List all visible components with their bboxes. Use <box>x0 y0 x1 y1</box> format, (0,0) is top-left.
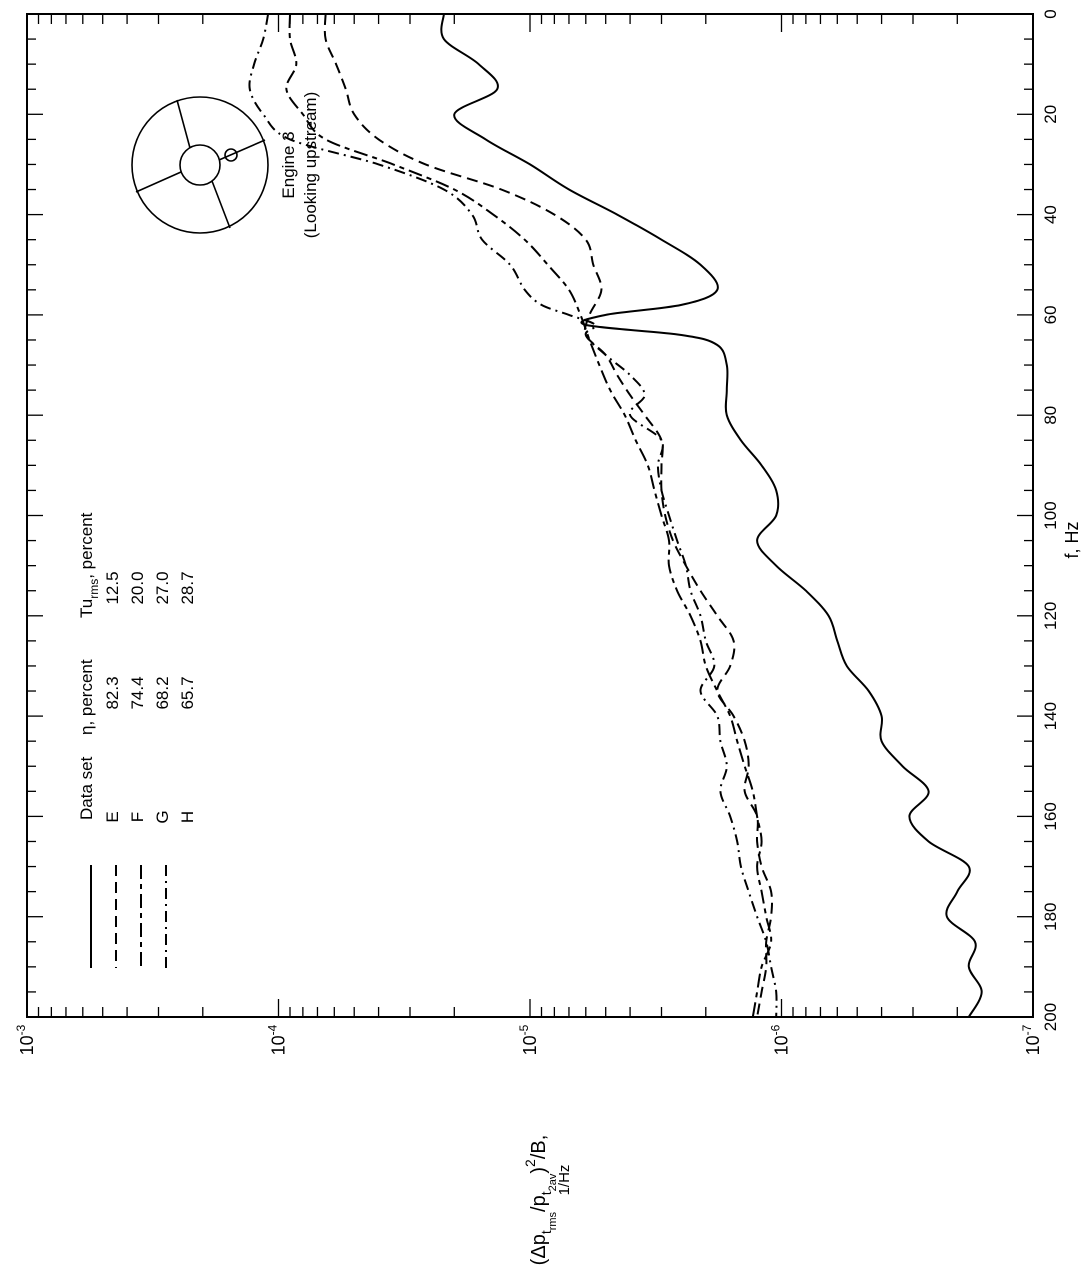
x-tick-labels: 0 20 40 60 80 100 120 140 160 180 200 <box>1041 9 1060 1031</box>
legend-eta-value: 82.3 <box>103 676 122 709</box>
engine-strut <box>135 171 182 193</box>
svg-text:(Δptrms/pt2av)2/B,: (Δptrms/pt2av)2/B, <box>522 1135 559 1266</box>
x-tick-label: 40 <box>1041 205 1060 224</box>
legend-eta-value: 74.4 <box>128 676 147 709</box>
legend-eta-value: 65.7 <box>178 676 197 709</box>
svg-text:Turms, percent: Turms, percent <box>77 512 101 618</box>
engine-inset: Engine 3 (Looking upstream) <box>131 92 320 238</box>
engine-probe <box>224 148 238 162</box>
inset-subtitle: (Looking upstream) <box>301 92 320 238</box>
series-g-line <box>285 13 773 1018</box>
y-tick-label: 10-5 <box>517 1024 540 1055</box>
y-tick-label: 10-4 <box>266 1024 289 1055</box>
legend-set-label: H <box>178 811 197 823</box>
legend-tu-value: 20.0 <box>128 571 147 604</box>
legend-tu-value: 27.0 <box>153 571 172 604</box>
x-tick-label: 80 <box>1041 406 1060 425</box>
legend-set-label: G <box>153 810 172 823</box>
svg-text:Data set: Data set <box>77 756 96 820</box>
x-tick-label: 140 <box>1041 702 1060 730</box>
y-axis-units: 1/Hz <box>556 1165 573 1196</box>
axis-ticks <box>27 13 1034 1018</box>
series-h-line <box>248 13 778 1018</box>
legend-header-tu: Turms, percent <box>77 512 101 618</box>
legend-eta-value: 68.2 <box>153 676 172 709</box>
y-axis-label: (Δptrms/pt2av)2/B, 1/Hz <box>522 1135 573 1266</box>
engine-strut <box>218 139 266 161</box>
y-tick-label: 10-6 <box>769 1024 792 1055</box>
series-f-line <box>323 13 774 1018</box>
legend-header-set: Data set <box>77 756 96 820</box>
legend-set-label: F <box>128 812 147 822</box>
engine-outer-ring <box>131 96 269 234</box>
plot-area <box>26 13 1034 1018</box>
legend: Data set η, percent Turms, percent E 82.3… <box>77 512 197 968</box>
x-tick-label: 60 <box>1041 305 1060 324</box>
engine-strut <box>211 180 231 229</box>
x-tick-label: 0 <box>1041 9 1060 18</box>
x-axis-label: f, Hz <box>1062 521 1082 558</box>
engine-hub <box>179 144 221 186</box>
legend-tu-value: 12.5 <box>103 571 122 604</box>
x-tick-label: 180 <box>1041 903 1060 931</box>
y-tick-label: 10-3 <box>14 1024 37 1055</box>
inset-title: Engine 3 <box>279 131 298 198</box>
x-tick-label: 20 <box>1041 105 1060 124</box>
engine-strut <box>176 99 191 149</box>
y-tick-label: 10-7 <box>1020 1024 1043 1055</box>
svg-text:η, percent: η, percent <box>77 659 96 735</box>
legend-set-label: E <box>103 811 122 822</box>
y-tick-labels: 10-3 10-4 10-5 10-6 10-7 <box>14 1024 1043 1055</box>
series-layer <box>248 13 983 1018</box>
legend-tu-value: 28.7 <box>178 571 197 604</box>
x-tick-label: 120 <box>1041 602 1060 630</box>
legend-header-eta: η, percent <box>77 659 96 735</box>
x-tick-label: 200 <box>1041 1003 1060 1031</box>
x-tick-label: 160 <box>1041 802 1060 830</box>
series-e-line <box>440 13 983 1018</box>
x-tick-label: 100 <box>1041 501 1060 529</box>
